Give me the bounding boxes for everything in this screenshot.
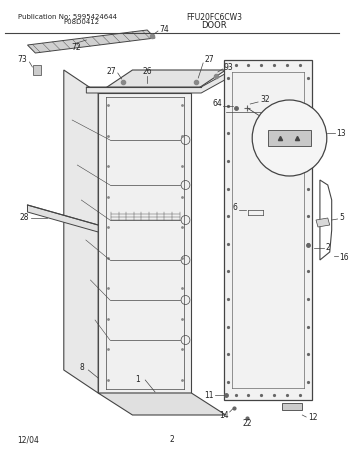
Polygon shape — [28, 205, 98, 232]
Text: 2: 2 — [169, 435, 174, 444]
Polygon shape — [98, 393, 226, 415]
Polygon shape — [98, 70, 226, 93]
Text: 2: 2 — [326, 244, 330, 252]
Text: 93: 93 — [224, 63, 233, 72]
Text: Publication No: 5995424644: Publication No: 5995424644 — [18, 14, 117, 20]
Text: 12/04: 12/04 — [18, 435, 40, 444]
Polygon shape — [33, 65, 41, 75]
Text: FFU20FC6CW3: FFU20FC6CW3 — [186, 13, 242, 21]
Polygon shape — [28, 30, 155, 53]
Text: 12: 12 — [308, 414, 318, 423]
Polygon shape — [86, 68, 236, 93]
Text: 73: 73 — [18, 56, 28, 64]
Text: 16: 16 — [340, 254, 349, 262]
Polygon shape — [282, 403, 302, 410]
Text: 28: 28 — [20, 213, 29, 222]
Polygon shape — [98, 93, 191, 393]
Text: 22: 22 — [243, 419, 252, 429]
Text: 13: 13 — [337, 129, 346, 138]
Polygon shape — [224, 60, 312, 400]
Text: 74: 74 — [159, 25, 169, 34]
Polygon shape — [64, 70, 98, 393]
Text: 72: 72 — [72, 43, 81, 52]
Polygon shape — [316, 218, 330, 227]
Text: 21A: 21A — [282, 162, 297, 170]
Text: P08D0412: P08D0412 — [64, 19, 100, 25]
Text: 32: 32 — [260, 96, 270, 105]
Text: 27: 27 — [204, 56, 214, 64]
Text: 14: 14 — [219, 410, 229, 419]
Text: 26: 26 — [142, 67, 152, 77]
Polygon shape — [268, 130, 311, 146]
Text: 6: 6 — [233, 203, 238, 212]
Text: 5: 5 — [340, 213, 344, 222]
Text: 8: 8 — [80, 363, 84, 372]
Text: 1: 1 — [135, 376, 140, 385]
Text: 64: 64 — [212, 100, 222, 109]
Circle shape — [252, 100, 327, 176]
Text: DOOR: DOOR — [201, 21, 227, 30]
Text: 27: 27 — [106, 67, 116, 76]
Text: 11: 11 — [204, 390, 214, 400]
